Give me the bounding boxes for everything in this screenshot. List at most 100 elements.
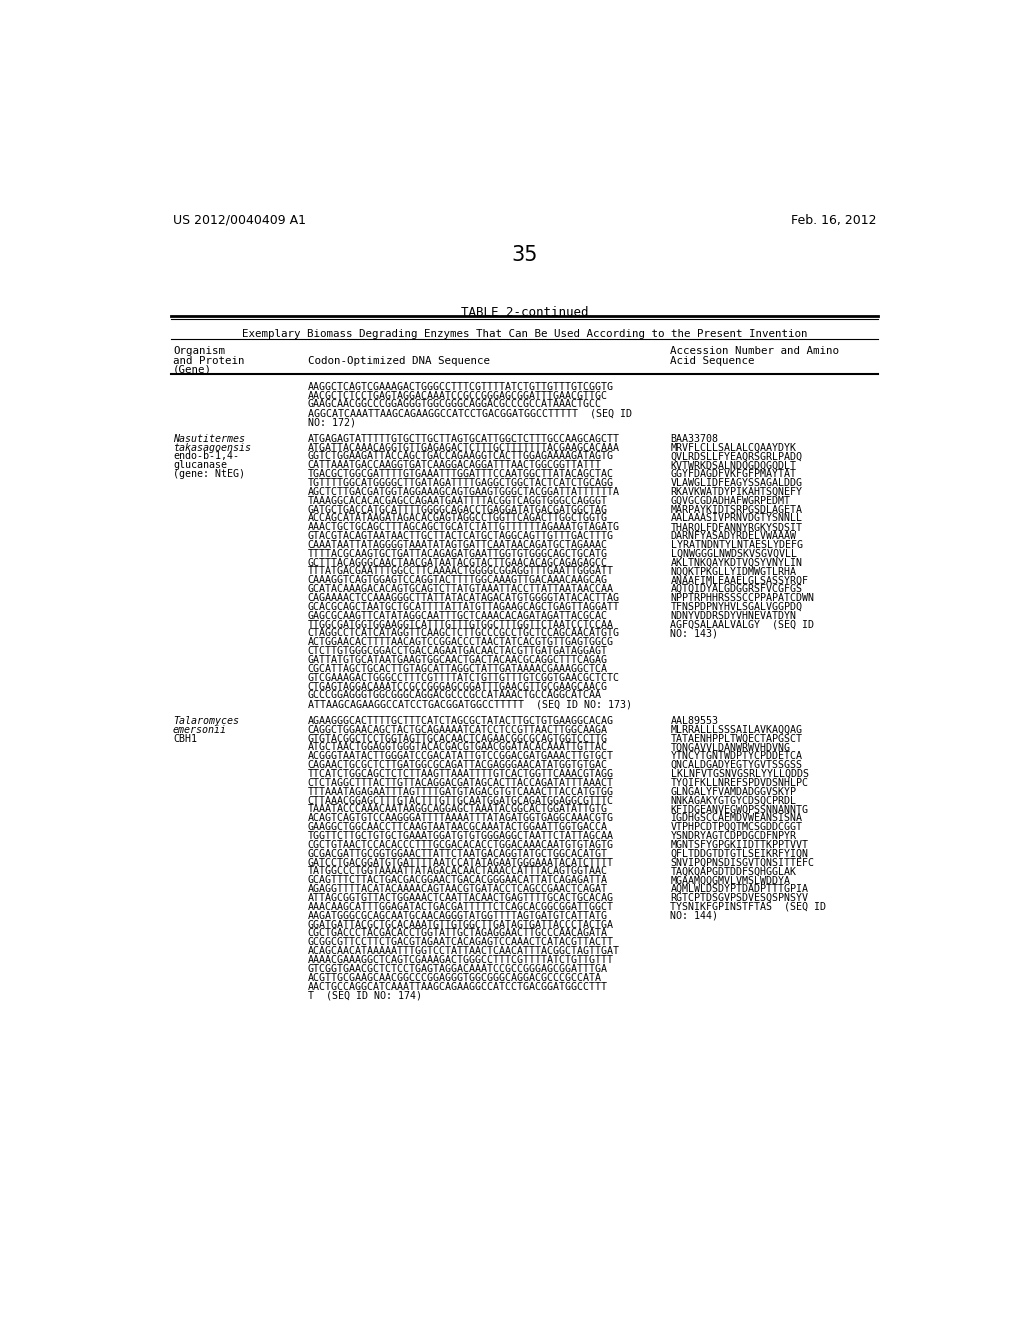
Text: Organism: Organism (173, 346, 225, 356)
Text: TAAAGGCACACACGAGCCAGAATGAATTTTACGGTCAGGTGGGCCAGGGT: TAAAGGCACACACGAGCCAGAATGAATTTTACGGTCAGGT… (308, 496, 608, 506)
Text: LYRATNDNTYLNTAESLYDEFG: LYRATNDNTYLNTAESLYDEFG (671, 540, 803, 550)
Text: RGTCPTDSGVPSDVESQSPNSYV: RGTCPTDSGVPSDVESQSPNSYV (671, 892, 809, 903)
Text: BAA33708: BAA33708 (671, 434, 719, 444)
Text: TFNSPDPNYHVLSGALVGGPDQ: TFNSPDPNYHVLSGALVGGPDQ (671, 602, 803, 612)
Text: GCGGCGTTCCTTCTGACGTAGAATCACAGAGTCCAAACTCATACGTTACTT: GCGGCGTTCCTTCTGACGTAGAATCACAGAGTCCAAACTC… (308, 937, 613, 948)
Text: AKLTNKQAYKDTVQSYVNYLIN: AKLTNKQAYKDTVQSYVNYLIN (671, 557, 803, 568)
Text: AQMLWLDSDYPTDADPTTTGPIA: AQMLWLDSDYPTDADPTTTGPIA (671, 884, 809, 894)
Text: TYSNIKFGPINSTFTAS  (SEQ ID: TYSNIKFGPINSTFTAS (SEQ ID (671, 902, 826, 912)
Text: AGAGGTTTTACATACAAAACAGTAACGTGATACCTCAGCCGAACTCAGAT: AGAGGTTTTACATACAAAACAGTAACGTGATACCTCAGCC… (308, 884, 608, 894)
Text: DARNFYASADYRDELVWAAAW: DARNFYASADYRDELVWAAAW (671, 531, 797, 541)
Text: AGAAGGGCACTTTTGCTTTCATCTAGCGCTATACTTGCTGTGAAGGCACAG: AGAAGGGCACTTTTGCTTTCATCTAGCGCTATACTTGCTG… (308, 715, 613, 726)
Text: GCCCGGAGGGTGGCGGGCAGGACGCCCGCCATAAACTGCCAGGCATCAA: GCCCGGAGGGTGGCGGGCAGGACGCCCGCCATAAACTGCC… (308, 690, 602, 701)
Text: TTTTACGCAAGTGCTGATTACAGAGATGAATTGGTGTGGGCAGCTGCATG: TTTTACGCAAGTGCTGATTACAGAGATGAATTGGTGTGGG… (308, 549, 608, 558)
Text: IGDHGSCCAEMDVWEANSISNA: IGDHGSCCAEMDVWEANSISNA (671, 813, 803, 824)
Text: AALAAASIVPRNVDGTYSNNLL: AALAAASIVPRNVDGTYSNNLL (671, 513, 803, 523)
Text: AACGCTCTCCTGAGTAGGACAAATCCGCCGGGAGCGGATTTGAACGTTGC: AACGCTCTCCTGAGTAGGACAAATCCGCCGGGAGCGGATT… (308, 391, 608, 400)
Text: GGTCTGGAAGATTACCAGCTGACCAGAAGGTCACTTGGAGAAAAGATAGTG: GGTCTGGAAGATTACCAGCTGACCAGAAGGTCACTTGGAG… (308, 451, 613, 462)
Text: CTAGGCCTCATCATAGGTTCAAGCTCTTGCCCGCCTGCTCCAGCAACATGTG: CTAGGCCTCATCATAGGTTCAAGCTCTTGCCCGCCTGCTC… (308, 628, 620, 639)
Text: GCGACGATTGCGGTGGAACTTATTCTAATGACAGGTATGCTGGCACATGT: GCGACGATTGCGGTGGAACTTATTCTAATGACAGGTATGC… (308, 849, 608, 859)
Text: GCACGCAGCTAATGCTGCATTTTATTATGTTAGAAGCAGCTGAGTTAGGATT: GCACGCAGCTAATGCTGCATTTTATTATGTTAGAAGCAGC… (308, 602, 620, 612)
Text: CTCTTGTGGGCGGACCTGACCAGAATGACAACTACGTTGATGATAGGAGT: CTCTTGTGGGCGGACCTGACCAGAATGACAACTACGTTGA… (308, 647, 608, 656)
Text: TAAATACCCAAACAATAAGGCAGGAGCTAAATACGGCACTGGATATTGTG: TAAATACCCAAACAATAAGGCAGGAGCTAAATACGGCACT… (308, 804, 608, 814)
Text: Talaromyces: Talaromyces (173, 715, 239, 726)
Text: QNCALDGADYEGTYGVTSSGSS: QNCALDGADYEGTYGVTSSGSS (671, 760, 803, 770)
Text: ACCAGCATATAAGATAGACACGAGTAGGCCTGGTTCAGACTTGGCTGGTG: ACCAGCATATAAGATAGACACGAGTAGGCCTGGTTCAGAC… (308, 513, 608, 523)
Text: ATGAGAGTATTTTTGTGCTTGCTTAGTGCATTGGCTCTTTGCCAAGCAGCTT: ATGAGAGTATTTTTGTGCTTGCTTAGTGCATTGGCTCTTT… (308, 434, 620, 444)
Text: glucanase: glucanase (173, 461, 227, 470)
Text: NQQKTPKGLLYIDMWGTLRHA: NQQKTPKGLLYIDMWGTLRHA (671, 566, 797, 577)
Text: GCTTTACAGGGCAACTAACGATAATACGTACTTGAACACAGCAGAGAGCC: GCTTTACAGGGCAACTAACGATAATACGTACTTGAACACA… (308, 557, 608, 568)
Text: GAAGCAACGGCCCGGAGGGTGGCGGGCAGGACGCCCGCCATAAACTGCC: GAAGCAACGGCCCGGAGGGTGGCGGGCAGGACGCCCGCCA… (308, 400, 602, 409)
Text: ACGTTGCGAAGCAACGGCCCGGAGGGTGGCGGGCAGGACGCCCGCCATA: ACGTTGCGAAGCAACGGCCCGGAGGGTGGCGGGCAGGACG… (308, 973, 602, 982)
Text: MLRRALLLSSSAILAVKAQQAG: MLRRALLLSSSAILAVKAQQAG (671, 725, 803, 735)
Text: GCATACAAAGACACAGTGCAGTCTTATGTAAATTACCTTATTAATAACCAA: GCATACAAAGACACAGTGCAGTCTTATGTAAATTACCTTA… (308, 585, 613, 594)
Text: YTNCYTGNTWDPTYCPDDETCA: YTNCYTGNTWDPTYCPDDETCA (671, 751, 803, 762)
Text: VTPHPCDTPQQTMCSGDDCGGT: VTPHPCDTPQQTMCSGDDCGGT (671, 822, 803, 832)
Text: MGNTSFYGPGKIIDTTKPPTVVT: MGNTSFYGPGKIIDTTKPPTVVT (671, 840, 809, 850)
Text: GGYFDAGDFVKFGFPMAYTAT: GGYFDAGDFVKFGFPMAYTAT (671, 469, 797, 479)
Text: QVLRDSLLFYEAQRSGRLPADQ: QVLRDSLLFYEAQRSGRLPADQ (671, 451, 803, 462)
Text: TTTAAATAGAGAATTTAGTTTTGATGTAGACGTGTCAAACTTACCATGTGG: TTTAAATAGAGAATTTAGTTTTGATGTAGACGTGTCAAAC… (308, 787, 613, 797)
Text: AAGATGGGCGCAGCAATGCAACAGGGTATGGTTTTAGTGATGTCATTATG: AAGATGGGCGCAGCAATGCAACAGGGTATGGTTTTAGTGA… (308, 911, 608, 920)
Text: AAACAAGCATTTGGAGATACTGACGATTTTTCTCAGCACGGCGGATTGGCT: AAACAAGCATTTGGAGATACTGACGATTTTTCTCAGCACG… (308, 902, 613, 912)
Text: NO: 172): NO: 172) (308, 417, 355, 428)
Text: AAACTGCTGCAGCTTTAGCAGCTGCATCTATTGTTTTTTAGAAATGTAGATG: AAACTGCTGCAGCTTTAGCAGCTGCATCTATTGTTTTTTA… (308, 523, 620, 532)
Text: ACGGGTAATACTTGGGATCCGACATATTGTCCGGACGATGAAACTTGTGCT: ACGGGTAATACTTGGGATCCGACATATTGTCCGGACGATG… (308, 751, 613, 762)
Text: AAAACGAAAGGCTCAGTCGAAAGACTGGGCCTTTCGTTTTATCTGTTGTTT: AAAACGAAAGGCTCAGTCGAAAGACTGGGCCTTTCGTTTT… (308, 954, 613, 965)
Text: CAGAAAACTCCAAAGGGCTTATTATACATAGACATGTGGGGTATACACTTAG: CAGAAAACTCCAAAGGGCTTATTATACATAGACATGTGGG… (308, 593, 620, 603)
Text: THARQLFDFANNYRGKYSDSIT: THARQLFDFANNYRGKYSDSIT (671, 523, 803, 532)
Text: GCAGTTTCTTACTGACGACGGAACTGACACGGGAACATTATCAGAGATTA: GCAGTTTCTTACTGACGACGGAACTGACACGGGAACATTA… (308, 875, 608, 886)
Text: QFLTDDGTDTGTLSEIKRFYIQN: QFLTDDGTDTGTLSEIKRFYIQN (671, 849, 809, 859)
Text: NO: 144): NO: 144) (671, 911, 719, 920)
Text: MARPAYKIDTSRPGSDLAGETA: MARPAYKIDTSRPGSDLAGETA (671, 504, 803, 515)
Text: Codon-Optimized DNA Sequence: Codon-Optimized DNA Sequence (308, 355, 489, 366)
Text: Accession Number and Amino: Accession Number and Amino (671, 346, 840, 356)
Text: NPPTRPHHRSSSCCPPAPATCDWN: NPPTRPHHRSSSCCPPAPATCDWN (671, 593, 814, 603)
Text: TTGGCGATGGTGGAAGGTCATTTGTTTGTGGCTTTGGTTCTAATCCTCCAA: TTGGCGATGGTGGAAGGTCATTTGTTTGTGGCTTTGGTTC… (308, 619, 613, 630)
Text: TYQIFKLLNREFSPDVDSNHLPC: TYQIFKLLNREFSPDVDSNHLPC (671, 777, 809, 788)
Text: RKAVKWATDYPIKAHTSQNEFY: RKAVKWATDYPIKAHTSQNEFY (671, 487, 803, 496)
Text: Acid Sequence: Acid Sequence (671, 355, 755, 366)
Text: ATGATTACAAACAGGTGTTGAGAGACTCTTTGCTTTTTTTACGAAGCACAAA: ATGATTACAAACAGGTGTTGAGAGACTCTTTGCTTTTTTT… (308, 442, 620, 453)
Text: GTGTACGGCTCCTGGTAGTTGCACAACTCAGAACGGCGCAGTGGTCCTTG: GTGTACGGCTCCTGGTAGTTGCACAACTCAGAACGGCGCA… (308, 734, 608, 743)
Text: LKLNFVTGSNVGSRLYYLLQDDS: LKLNFVTGSNVGSRLYYLLQDDS (671, 770, 809, 779)
Text: US 2012/0040409 A1: US 2012/0040409 A1 (173, 214, 306, 227)
Text: (gene: NtEG): (gene: NtEG) (173, 469, 245, 479)
Text: ACAGCAACATAAAAATTTGGTCCTATTAACTCAACATTTACGGCTAGTTGAT: ACAGCAACATAAAAATTTGGTCCTATTAACTCAACATTTA… (308, 946, 620, 956)
Text: endo-b-1,4-: endo-b-1,4- (173, 451, 239, 462)
Text: GQVGCGDADHAFWGRPEDMT: GQVGCGDADHAFWGRPEDMT (671, 496, 791, 506)
Text: YSNDRYAGTCDPDGCDFNPYR: YSNDRYAGTCDPDGCDFNPYR (671, 832, 797, 841)
Text: GATCCTGACGGATGTGATTTTAATCCATATAGAATGGGAAATACATCTTTT: GATCCTGACGGATGTGATTTTAATCCATATAGAATGGGAA… (308, 858, 613, 867)
Text: ATTAGCGGTGTTACTGGAAACTCAATTACAACTGAGTTTTGCACTGCACAG: ATTAGCGGTGTTACTGGAAACTCAATTACAACTGAGTTTT… (308, 892, 613, 903)
Text: NO: 143): NO: 143) (671, 628, 719, 639)
Text: CAGAACTGCGCTCTTGATGGCGCAGATTACGAGGGAACATATGGTGTGAC: CAGAACTGCGCTCTTGATGGCGCAGATTACGAGGGAACAT… (308, 760, 608, 770)
Text: AQTQIDYALGDGGRSFVCGFGS: AQTQIDYALGDGGRSFVCGFGS (671, 585, 803, 594)
Text: CAGGCTGGAACAGCTACTGCAGAAAATCATCCTCCGTTAACTTGGCAAGA: CAGGCTGGAACAGCTACTGCAGAAAATCATCCTCCGTTAA… (308, 725, 608, 735)
Text: TABLE 2-continued: TABLE 2-continued (461, 306, 589, 319)
Text: CGCATTAGCTGCACTTGTAGCATTAGGCTATTGATAAAACGAAAGGCTCA: CGCATTAGCTGCACTTGTAGCATTAGGCTATTGATAAAAC… (308, 664, 608, 675)
Text: TTTATGACGAATTTGGCCTTCAAAACTGGGGCGGAGGTTTGAATTGGGATT: TTTATGACGAATTTGGCCTTCAAAACTGGGGCGGAGGTTT… (308, 566, 613, 577)
Text: T  (SEQ ID NO: 174): T (SEQ ID NO: 174) (308, 990, 422, 1001)
Text: SNVIPQPNSDISGVTQNSITTEFC: SNVIPQPNSDISGVTQNSITTEFC (671, 858, 814, 867)
Text: 35: 35 (512, 244, 538, 264)
Text: GGATGATTACGCTGCACAAATGTTGTGGCTTGATAGTGATTACCCTACTGA: GGATGATTACGCTGCACAAATGTTGTGGCTTGATAGTGAT… (308, 920, 613, 929)
Text: AACTGCCAGGCATCAAATTAAGCAGAAGGCCATCCTGACGGATGGCCTTT: AACTGCCAGGCATCAAATTAAGCAGAAGGCCATCCTGACG… (308, 982, 608, 991)
Text: ANAAFIMLEAAELGLSASSYRQF: ANAAFIMLEAAELGLSASSYRQF (671, 576, 809, 585)
Text: emersonii: emersonii (173, 725, 227, 735)
Text: TQNGAVVLDANWRWVHDVNG: TQNGAVVLDANWRWVHDVNG (671, 742, 791, 752)
Text: CTCTAGGCTTTACTTGTTACAGGACGATAGCACTTACCAGATATTTAAACT: CTCTAGGCTTTACTTGTTACAGGACGATAGCACTTACCAG… (308, 777, 613, 788)
Text: TATGGCCCTGGTAAAATTATAGACACAACTAAACCATTTACAGTGGTAAC: TATGGCCCTGGTAAAATTATAGACACAACTAAACCATTTA… (308, 866, 608, 876)
Text: Feb. 16, 2012: Feb. 16, 2012 (792, 214, 877, 227)
Text: CAAATAATTATAGGGGTAAATATAGTGATTCAATAACAGATGCTAGAAAC: CAAATAATTATAGGGGTAAATATAGTGATTCAATAACAGA… (308, 540, 608, 550)
Text: and Protein: and Protein (173, 355, 245, 366)
Text: TGACGCTGGCGATTTTGTGAAATTTGGATTTCCAATGGCTTATACAGCTAC: TGACGCTGGCGATTTTGTGAAATTTGGATTTCCAATGGCT… (308, 469, 613, 479)
Text: GAAGGCTGGCAACCTTCAAGTAATAACGCAAATACTGGAATTGGTGACCA: GAAGGCTGGCAACCTTCAAGTAATAACGCAAATACTGGAA… (308, 822, 608, 832)
Text: CTGAGTAGGACAAATCCGCCGGGAGCGGATTTGAACGTTGCGAAGCAACG: CTGAGTAGGACAAATCCGCCGGGAGCGGATTTGAACGTTG… (308, 681, 608, 692)
Text: AGGCATCAAATTAAGCAGAAGGCCATCCTGACGGATGGCCTTTTT  (SEQ ID: AGGCATCAAATTAAGCAGAAGGCCATCCTGACGGATGGCC… (308, 408, 632, 418)
Text: NNKAGAKYGTGYCDSQCPRDL: NNKAGAKYGTGYCDSQCPRDL (671, 796, 797, 805)
Text: GATTATGTGCATAATGAAGTGGCAACTGACTACAACGCAGGCTTTCAGAG: GATTATGTGCATAATGAAGTGGCAACTGACTACAACGCAG… (308, 655, 608, 665)
Text: CGCTGTAACTCCACACCCTTTGCGACACACCTGGACAAACAATGTGTAGTG: CGCTGTAACTCCACACCCTTTGCGACACACCTGGACAAAC… (308, 840, 613, 850)
Text: (Gene): (Gene) (173, 364, 212, 375)
Text: TGTTTTGGCATGGGGCTTGATAGATTTTGAGGCTGGCTACTCATCTGCAGG: TGTTTTGGCATGGGGCTTGATAGATTTTGAGGCTGGCTAC… (308, 478, 613, 488)
